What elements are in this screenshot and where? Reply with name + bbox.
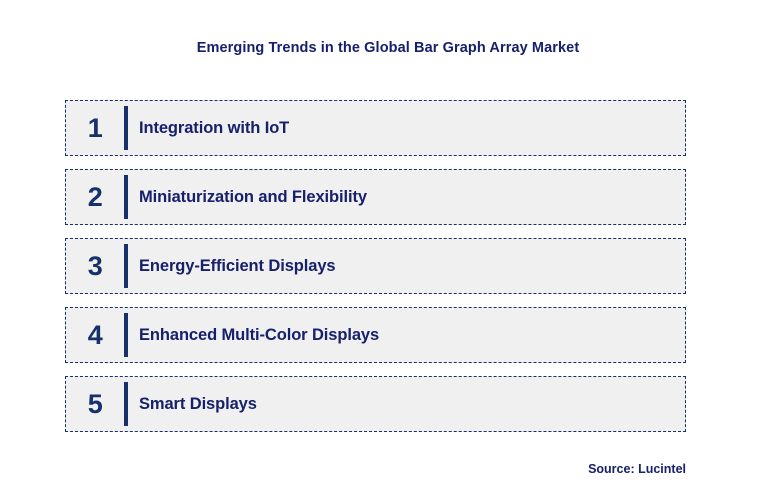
divider-bar-icon bbox=[124, 244, 128, 288]
divider-bar-icon bbox=[124, 313, 128, 357]
trend-label: Smart Displays bbox=[139, 395, 257, 413]
divider-bar-icon bbox=[124, 106, 128, 150]
trend-number: 2 bbox=[87, 182, 103, 212]
source-attribution: Source: Lucintel bbox=[588, 462, 686, 476]
trend-label: Enhanced Multi-Color Displays bbox=[139, 326, 380, 344]
trend-list: 1 Integration with IoT 2 Miniaturization… bbox=[65, 100, 686, 432]
trend-number: 1 bbox=[87, 113, 103, 143]
trend-row-5: 5 Smart Displays bbox=[65, 376, 686, 432]
trend-label: Integration with IoT bbox=[139, 119, 290, 137]
divider-bar-icon bbox=[124, 382, 128, 426]
trend-row-4: 4 Enhanced Multi-Color Displays bbox=[65, 307, 686, 363]
divider-bar-icon bbox=[124, 175, 128, 219]
trend-number: 4 bbox=[87, 320, 103, 350]
trend-row-2: 2 Miniaturization and Flexibility bbox=[65, 169, 686, 225]
page-title: Emerging Trends in the Global Bar Graph … bbox=[196, 40, 580, 56]
trend-row-3: 3 Energy-Efficient Displays bbox=[65, 238, 686, 294]
trend-row-1: 1 Integration with IoT bbox=[65, 100, 686, 156]
trend-label: Miniaturization and Flexibility bbox=[139, 188, 367, 206]
trend-number: 5 bbox=[87, 389, 103, 419]
trend-label: Energy-Efficient Displays bbox=[139, 257, 336, 275]
trend-number: 3 bbox=[87, 251, 103, 281]
